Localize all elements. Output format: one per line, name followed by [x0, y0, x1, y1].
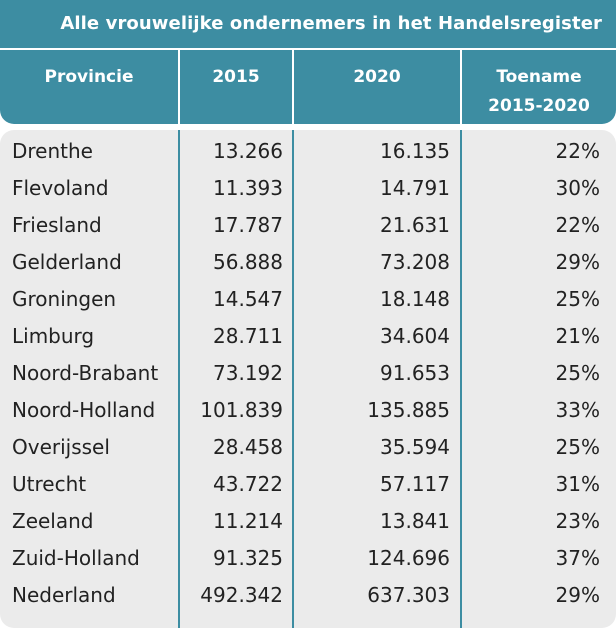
- cell-2015: 28.458: [213, 435, 283, 459]
- cell-2015: 91.325: [213, 546, 283, 570]
- cell-2015: 28.711: [213, 324, 283, 348]
- cell-toename: 33%: [555, 398, 600, 422]
- cell-toename: 23%: [555, 509, 600, 533]
- table-title: Alle vrouwelijke ondernemers in het Hand…: [60, 13, 602, 34]
- cell-2020: 91.653: [380, 361, 450, 385]
- table-row: Friesland 17.787 21.631 22%: [0, 207, 616, 244]
- cell-provincie: Noord-Holland: [12, 398, 156, 422]
- column-divider: [178, 50, 180, 124]
- cell-2020: 57.117: [380, 472, 450, 496]
- cell-2020: 35.594: [380, 435, 450, 459]
- cell-2015: 56.888: [213, 250, 283, 274]
- cell-provincie: Utrecht: [12, 472, 87, 496]
- cell-provincie: Zeeland: [12, 509, 94, 533]
- cell-provincie: Zuid-Holland: [12, 546, 140, 570]
- cell-provincie: Noord-Brabant: [12, 361, 159, 385]
- cell-provincie: Gelderland: [12, 250, 122, 274]
- cell-2015: 11.393: [213, 176, 283, 200]
- table-header: Alle vrouwelijke ondernemers in het Hand…: [0, 0, 616, 124]
- column-header-2015: 2015: [212, 67, 260, 87]
- cell-toename: 25%: [555, 287, 600, 311]
- cell-provincie: Limburg: [12, 324, 95, 348]
- cell-provincie: Friesland: [12, 213, 102, 237]
- cell-2020: 124.696: [367, 546, 450, 570]
- cell-2020: 18.148: [380, 287, 450, 311]
- cell-2020: 34.604: [380, 324, 450, 348]
- cell-2015: 73.192: [213, 361, 283, 385]
- table-row: Limburg 28.711 34.604 21%: [0, 318, 616, 355]
- cell-2015: 17.787: [213, 213, 283, 237]
- column-header-2020: 2020: [353, 67, 401, 87]
- table-row: Zeeland 11.214 13.841 23%: [0, 503, 616, 540]
- column-divider: [292, 130, 294, 628]
- cell-provincie: Groningen: [12, 287, 117, 311]
- cell-toename: 37%: [555, 546, 600, 570]
- cell-toename: 22%: [555, 213, 600, 237]
- table-row: Flevoland 11.393 14.791 30%: [0, 170, 616, 207]
- table-row: Groningen 14.547 18.148 25%: [0, 281, 616, 318]
- column-divider: [460, 130, 462, 628]
- cell-2015: 43.722: [213, 472, 283, 496]
- table-row: Zuid-Holland 91.325 124.696 37%: [0, 540, 616, 577]
- cell-2015: 11.214: [213, 509, 283, 533]
- column-header-provincie: Provincie: [44, 67, 134, 87]
- table-row: Nederland 492.342 637.303 29%: [0, 577, 616, 614]
- cell-2020: 13.841: [380, 509, 450, 533]
- cell-provincie: Nederland: [12, 583, 116, 607]
- column-header-toename-line2: 2015-2020: [488, 96, 590, 116]
- cell-2020: 637.303: [367, 583, 450, 607]
- cell-2020: 14.791: [380, 176, 450, 200]
- cell-2020: 73.208: [380, 250, 450, 274]
- cell-2020: 16.135: [380, 139, 450, 163]
- table-row: Noord-Brabant 73.192 91.653 25%: [0, 355, 616, 392]
- cell-2015: 13.266: [213, 139, 283, 163]
- cell-toename: 29%: [555, 250, 600, 274]
- cell-2015: 14.547: [213, 287, 283, 311]
- cell-toename: 25%: [555, 435, 600, 459]
- table-row: Drenthe 13.266 16.135 22%: [0, 133, 616, 170]
- cell-toename: 29%: [555, 583, 600, 607]
- cell-toename: 31%: [555, 472, 600, 496]
- cell-toename: 30%: [555, 176, 600, 200]
- cell-2015: 101.839: [200, 398, 283, 422]
- cell-provincie: Flevoland: [12, 176, 109, 200]
- header-divider: [0, 48, 616, 50]
- cell-toename: 22%: [555, 139, 600, 163]
- table-row: Gelderland 56.888 73.208 29%: [0, 244, 616, 281]
- column-header-toename-line1: Toename: [496, 67, 582, 87]
- cell-provincie: Overijssel: [12, 435, 110, 459]
- column-divider: [292, 50, 294, 124]
- cell-toename: 21%: [555, 324, 600, 348]
- table-row: Noord-Holland 101.839 135.885 33%: [0, 392, 616, 429]
- column-divider: [178, 130, 180, 628]
- table-body: Drenthe 13.266 16.135 22% Flevoland 11.3…: [0, 130, 616, 628]
- cell-toename: 25%: [555, 361, 600, 385]
- table-row: Utrecht 43.722 57.117 31%: [0, 466, 616, 503]
- cell-2020: 21.631: [380, 213, 450, 237]
- cell-2020: 135.885: [367, 398, 450, 422]
- table-row: Overijssel 28.458 35.594 25%: [0, 429, 616, 466]
- column-header-toename: Toename 2015-2020: [462, 63, 616, 121]
- cell-provincie: Drenthe: [12, 139, 93, 163]
- column-divider: [460, 50, 462, 124]
- cell-2015: 492.342: [200, 583, 283, 607]
